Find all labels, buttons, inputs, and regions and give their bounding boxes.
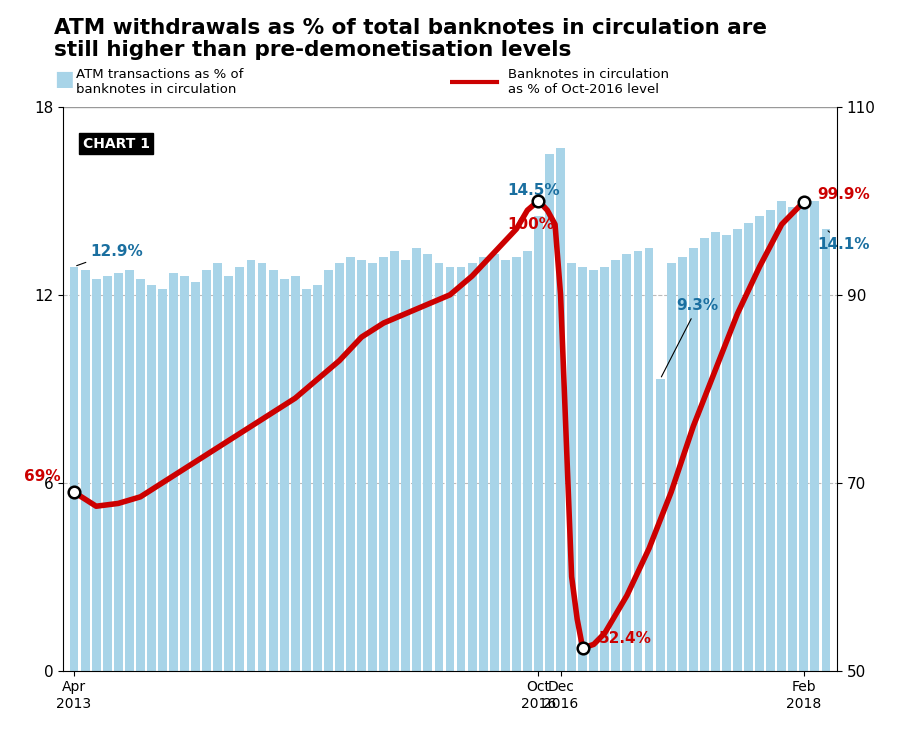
Bar: [180, 276, 189, 671]
Bar: [357, 260, 366, 671]
Bar: [468, 264, 476, 671]
Bar: [501, 260, 509, 671]
Text: ATM transactions as % of
banknotes in circulation: ATM transactions as % of banknotes in ci…: [76, 68, 244, 96]
Text: ■: ■: [54, 69, 74, 89]
Bar: [192, 282, 200, 671]
Bar: [424, 254, 432, 671]
Bar: [391, 251, 399, 671]
Bar: [678, 257, 687, 671]
Bar: [634, 251, 643, 671]
Bar: [512, 257, 521, 671]
Bar: [811, 201, 819, 671]
Bar: [656, 380, 664, 671]
Bar: [92, 279, 101, 671]
Point: [531, 195, 545, 207]
Bar: [567, 264, 576, 671]
Text: 100%: 100%: [508, 217, 554, 232]
Text: Banknotes in circulation
as % of Oct-2016 level: Banknotes in circulation as % of Oct-201…: [508, 68, 670, 96]
Bar: [202, 270, 211, 671]
Bar: [456, 267, 465, 671]
Bar: [158, 289, 166, 671]
Text: 9.3%: 9.3%: [662, 298, 719, 377]
Text: ATM withdrawals as % of total banknotes in circulation are: ATM withdrawals as % of total banknotes …: [54, 18, 767, 38]
Bar: [368, 264, 377, 671]
Bar: [611, 260, 620, 671]
Bar: [623, 254, 631, 671]
Bar: [236, 267, 244, 671]
Bar: [755, 217, 764, 671]
Bar: [778, 201, 786, 671]
Bar: [799, 204, 808, 671]
Bar: [734, 229, 742, 671]
Text: 14.5%: 14.5%: [508, 183, 560, 198]
Bar: [125, 270, 134, 671]
Bar: [722, 235, 731, 671]
Bar: [136, 279, 145, 671]
Bar: [667, 264, 676, 671]
Text: 14.1%: 14.1%: [817, 231, 869, 252]
Bar: [291, 276, 300, 671]
Bar: [81, 270, 89, 671]
Bar: [822, 229, 831, 671]
Bar: [346, 257, 355, 671]
Text: 12.9%: 12.9%: [76, 244, 143, 265]
Bar: [556, 147, 565, 671]
Bar: [479, 257, 488, 671]
Bar: [412, 248, 421, 671]
Bar: [379, 257, 388, 671]
Bar: [590, 270, 598, 671]
Text: 99.9%: 99.9%: [817, 186, 869, 202]
Bar: [324, 270, 333, 671]
Bar: [534, 217, 543, 671]
Bar: [545, 154, 554, 671]
Bar: [711, 232, 720, 671]
Bar: [579, 267, 587, 671]
Bar: [302, 289, 310, 671]
Bar: [744, 223, 753, 671]
Bar: [269, 270, 277, 671]
Bar: [644, 248, 653, 671]
Bar: [313, 285, 321, 671]
Bar: [224, 276, 233, 671]
Bar: [103, 276, 112, 671]
Bar: [213, 264, 222, 671]
Bar: [69, 267, 78, 671]
Point: [796, 196, 811, 208]
Bar: [335, 264, 344, 671]
Text: 52.4%: 52.4%: [599, 632, 652, 646]
Text: still higher than pre-demonetisation levels: still higher than pre-demonetisation lev…: [54, 40, 572, 60]
Bar: [169, 273, 178, 671]
Text: CHART 1: CHART 1: [83, 136, 150, 150]
Bar: [523, 251, 532, 671]
Bar: [257, 264, 266, 671]
Bar: [788, 207, 797, 671]
Bar: [700, 239, 708, 671]
Bar: [600, 267, 609, 671]
Bar: [688, 248, 698, 671]
Text: 69%: 69%: [24, 469, 61, 484]
Point: [575, 642, 590, 654]
Bar: [446, 267, 454, 671]
Point: [67, 486, 81, 498]
Bar: [114, 273, 122, 671]
Bar: [435, 264, 444, 671]
Bar: [147, 285, 156, 671]
Bar: [766, 210, 775, 671]
Bar: [280, 279, 289, 671]
Bar: [401, 260, 410, 671]
Bar: [247, 260, 256, 671]
Bar: [490, 254, 499, 671]
